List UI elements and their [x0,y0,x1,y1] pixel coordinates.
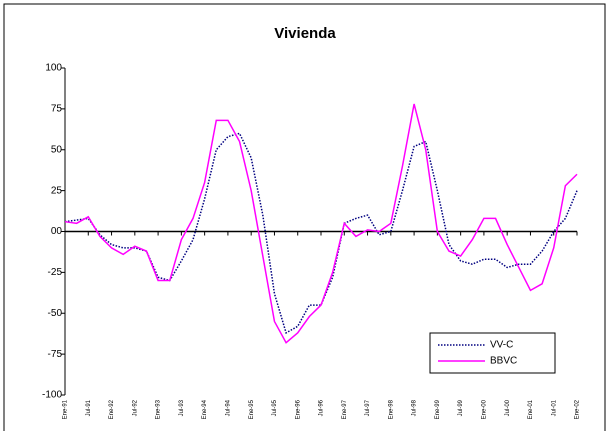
x-tick-label: Ene-00 [481,399,487,419]
x-tick-label: Ene-93 [156,399,162,419]
series-line [64,132,578,334]
y-tick-label: -25 [48,267,63,278]
chart-title: Vivienda [274,25,336,42]
x-tick-label: Ene-97 [342,399,348,419]
y-tick-label: 75 [51,104,63,115]
y-tick-label: 25 [51,185,63,196]
x-tick-label: Jul-98 [412,399,418,416]
x-tick-label: Jul-01 [551,399,557,416]
legend-label: VV-C [490,340,513,351]
x-tick-label: Ene-92 [109,399,115,419]
x-tick-label: Ene-99 [435,399,441,419]
legend-label: BBVC [490,356,517,367]
x-tick-label: Ene-01 [528,399,534,419]
x-tick-label: Ene-98 [388,399,394,419]
x-tick-label: Jul-95 [272,399,278,416]
x-tick-label: Jul-97 [365,399,371,416]
x-tick-label: Jul-94 [225,399,231,416]
x-tick-label: Ene-94 [202,399,208,419]
y-tick-label: -50 [48,308,63,319]
x-tick-label: Jul-92 [132,399,138,416]
y-tick-label: 100 [45,63,62,74]
x-tick-label: Jul-91 [86,399,92,416]
x-tick-label: Jul-00 [505,399,511,416]
x-tick-label: Jul-93 [179,399,185,416]
y-tick-label: -100 [42,390,62,401]
x-tick-label: Ene-91 [63,399,69,419]
y-tick-label: 00 [51,226,63,237]
legend [429,332,556,374]
x-tick-label: Jul-99 [458,399,464,416]
x-tick-label: Ene-96 [295,399,301,419]
series-line [64,103,578,344]
x-tick-label: Ene-02 [575,399,581,419]
y-tick-label: 50 [51,144,63,155]
x-tick-label: Ene-95 [249,399,255,419]
x-tick-label: Jul-96 [319,399,325,416]
y-tick-label: -75 [48,349,63,360]
